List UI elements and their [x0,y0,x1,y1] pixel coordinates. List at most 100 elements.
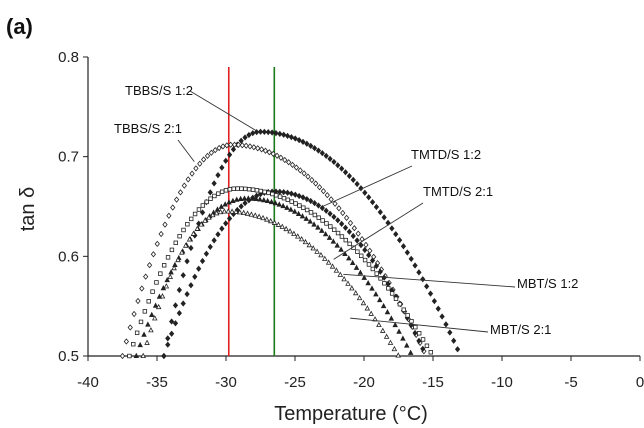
data-point [388,315,395,321]
data-point [127,353,132,359]
data-point [146,262,153,269]
data-point [369,257,376,264]
data-point [312,212,318,218]
annotation-label: TMTD/S 2:1 [423,184,493,199]
data-point [435,305,441,312]
data-point [308,210,314,215]
data-point [208,149,214,156]
data-point [227,187,233,192]
data-point [243,186,248,192]
data-point [350,232,356,240]
data-point [189,170,195,177]
data-point [197,160,203,167]
data-point [366,194,372,201]
data-point [339,165,345,172]
data-point [311,221,317,227]
data-point [245,195,252,201]
data-point [315,202,322,209]
data-point [324,192,330,199]
data-point [229,208,235,214]
data-point [119,352,126,360]
panel-label: (a) [6,14,33,39]
data-point [404,249,410,256]
data-point [288,206,294,212]
data-point [230,146,237,153]
data-point [362,246,368,254]
data-point [142,309,148,314]
data-point [323,152,329,160]
data-point [219,164,225,171]
data-point [315,147,322,154]
data-point [250,187,256,192]
data-point [253,195,259,202]
data-point [405,313,410,318]
data-point [407,349,414,355]
data-point [261,196,267,203]
data-point [224,142,230,149]
data-point [233,208,239,214]
data-point [327,210,333,217]
data-point [363,241,369,249]
data-point [152,315,158,321]
data-point [341,275,347,282]
data-point [335,162,341,169]
data-point [277,194,283,199]
data-point [296,136,302,144]
data-point [332,200,338,207]
data-point [242,134,248,141]
data-point [342,224,349,231]
data-point [300,194,306,201]
data-point [139,285,145,292]
data-point [155,303,162,310]
data-point [204,199,209,205]
x-tick-label: -30 [215,374,237,391]
data-point [408,255,414,263]
data-point [219,189,225,194]
data-point [339,234,345,239]
data-point [337,271,344,277]
data-point [261,128,267,135]
annotation-leader-line [322,165,413,207]
data-point [293,201,298,206]
data-point [212,146,218,154]
data-point [366,252,372,259]
data-point [146,299,151,304]
data-point [298,235,305,242]
x-tick-label: -5 [564,374,577,391]
data-point [338,246,344,252]
data-point [288,133,295,141]
data-point [361,274,368,280]
data-point [182,242,189,248]
data-point [288,190,295,197]
data-point [258,188,263,194]
data-point [345,280,351,286]
data-point [270,150,276,158]
x-tick-label: -40 [77,374,99,391]
data-point [211,237,217,244]
data-point [343,237,348,243]
data-point [167,273,174,280]
data-point [294,233,301,239]
data-point [281,131,287,138]
data-point [413,324,418,330]
data-point [313,180,319,187]
x-tick-label: -10 [491,374,513,391]
data-point [242,199,248,207]
data-point [254,188,260,193]
data-point [204,152,211,160]
data-point [145,321,151,327]
data-point [351,225,357,232]
data-point [161,352,167,360]
data-point [246,131,252,139]
data-point [380,327,386,333]
annotation-leader-line [333,202,424,260]
annotation-label: MBT/S 1:2 [517,276,578,291]
data-point [311,145,318,152]
data-point [320,218,325,223]
data-point [373,203,380,211]
data-point [137,341,143,348]
data-point [300,138,306,145]
data-point [256,213,262,219]
data-point [175,256,181,263]
data-point [237,195,244,202]
